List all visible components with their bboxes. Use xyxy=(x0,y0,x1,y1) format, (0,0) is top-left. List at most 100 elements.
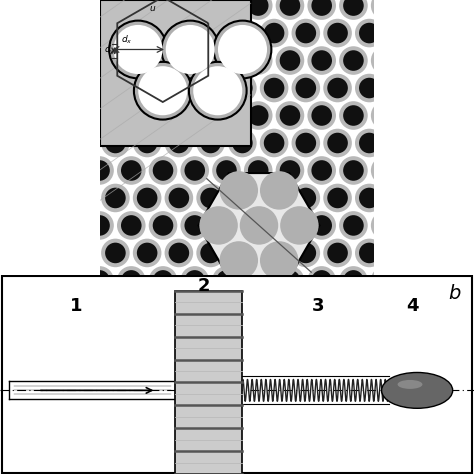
Circle shape xyxy=(216,215,237,236)
Circle shape xyxy=(101,19,130,47)
Text: 4: 4 xyxy=(406,297,419,315)
Circle shape xyxy=(375,50,395,71)
Circle shape xyxy=(311,50,332,71)
Circle shape xyxy=(450,19,474,47)
Circle shape xyxy=(327,133,348,153)
Circle shape xyxy=(438,50,459,71)
Circle shape xyxy=(343,105,364,126)
Circle shape xyxy=(387,129,415,157)
Circle shape xyxy=(450,293,474,322)
Circle shape xyxy=(181,156,209,185)
Circle shape xyxy=(85,156,114,185)
Circle shape xyxy=(470,0,474,16)
Circle shape xyxy=(422,78,443,98)
Circle shape xyxy=(359,23,380,43)
Circle shape xyxy=(327,243,348,263)
Circle shape xyxy=(454,133,474,153)
Circle shape xyxy=(407,50,427,71)
Circle shape xyxy=(184,0,205,16)
Bar xyxy=(100,0,251,146)
Circle shape xyxy=(276,0,304,20)
Circle shape xyxy=(454,23,474,43)
Circle shape xyxy=(276,101,304,130)
Circle shape xyxy=(54,266,82,295)
Circle shape xyxy=(308,266,336,295)
Circle shape xyxy=(391,23,411,43)
Circle shape xyxy=(466,0,474,20)
Circle shape xyxy=(260,171,299,210)
Circle shape xyxy=(166,25,215,74)
Circle shape xyxy=(196,293,225,322)
Circle shape xyxy=(214,20,271,78)
Circle shape xyxy=(466,101,474,130)
Circle shape xyxy=(153,215,173,236)
Circle shape xyxy=(407,0,427,16)
Circle shape xyxy=(89,215,110,236)
Circle shape xyxy=(244,101,273,130)
Circle shape xyxy=(212,156,241,185)
Circle shape xyxy=(89,160,110,181)
Circle shape xyxy=(422,133,443,153)
Circle shape xyxy=(323,129,352,157)
Circle shape xyxy=(327,188,348,208)
Circle shape xyxy=(85,46,114,75)
Circle shape xyxy=(164,238,193,267)
Circle shape xyxy=(228,183,256,212)
Circle shape xyxy=(407,215,427,236)
Circle shape xyxy=(121,215,142,236)
Circle shape xyxy=(434,156,463,185)
Circle shape xyxy=(419,238,447,267)
Circle shape xyxy=(57,105,78,126)
Circle shape xyxy=(89,0,110,16)
Circle shape xyxy=(419,293,447,322)
Circle shape xyxy=(69,129,98,157)
Circle shape xyxy=(438,160,459,181)
Circle shape xyxy=(181,266,209,295)
Circle shape xyxy=(69,183,98,212)
Circle shape xyxy=(422,188,443,208)
Circle shape xyxy=(308,211,336,240)
Circle shape xyxy=(311,215,332,236)
Circle shape xyxy=(387,293,415,322)
Circle shape xyxy=(292,129,320,157)
Circle shape xyxy=(391,243,411,263)
Circle shape xyxy=(343,0,364,16)
Circle shape xyxy=(248,50,268,71)
Circle shape xyxy=(280,270,300,291)
Circle shape xyxy=(101,293,130,322)
Circle shape xyxy=(248,160,268,181)
Circle shape xyxy=(375,270,395,291)
Circle shape xyxy=(149,266,177,295)
Circle shape xyxy=(228,238,256,267)
Circle shape xyxy=(54,101,82,130)
Circle shape xyxy=(169,243,189,263)
Circle shape xyxy=(387,19,415,47)
Circle shape xyxy=(105,243,126,263)
Circle shape xyxy=(184,160,205,181)
Circle shape xyxy=(184,50,205,71)
Circle shape xyxy=(201,298,221,318)
Circle shape xyxy=(117,46,146,75)
Text: $d_y$: $d_y$ xyxy=(104,44,115,57)
Circle shape xyxy=(181,211,209,240)
Ellipse shape xyxy=(398,380,422,389)
Circle shape xyxy=(244,211,273,240)
Circle shape xyxy=(434,211,463,240)
Circle shape xyxy=(153,270,173,291)
Circle shape xyxy=(137,188,157,208)
Circle shape xyxy=(339,156,368,185)
Circle shape xyxy=(101,183,130,212)
Circle shape xyxy=(434,266,463,295)
Circle shape xyxy=(327,78,348,98)
Circle shape xyxy=(454,298,474,318)
Circle shape xyxy=(89,105,110,126)
Circle shape xyxy=(105,133,126,153)
Circle shape xyxy=(164,19,193,47)
Circle shape xyxy=(450,129,474,157)
Circle shape xyxy=(161,20,219,78)
Circle shape xyxy=(470,105,474,126)
Circle shape xyxy=(371,101,400,130)
Circle shape xyxy=(117,266,146,295)
Circle shape xyxy=(228,74,256,102)
Circle shape xyxy=(264,298,284,318)
